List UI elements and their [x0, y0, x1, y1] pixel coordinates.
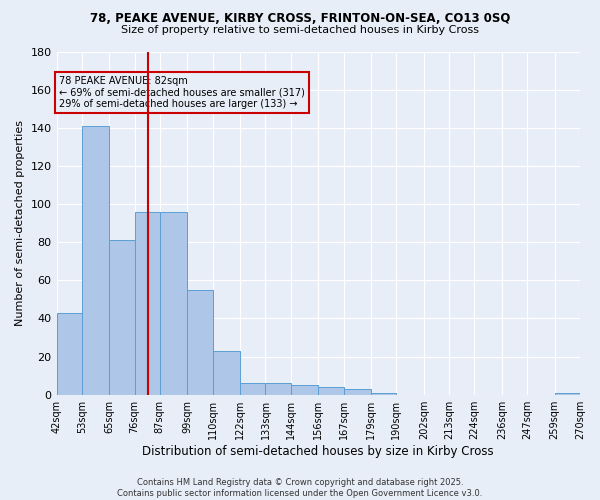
- Bar: [160, 212, 187, 394]
- Bar: [265, 384, 291, 394]
- Bar: [212, 351, 240, 395]
- Bar: [56, 312, 82, 394]
- Y-axis label: Number of semi-detached properties: Number of semi-detached properties: [15, 120, 25, 326]
- Bar: [134, 212, 160, 394]
- Text: 78 PEAKE AVENUE: 82sqm
← 69% of semi-detached houses are smaller (317)
29% of se: 78 PEAKE AVENUE: 82sqm ← 69% of semi-det…: [59, 76, 305, 110]
- X-axis label: Distribution of semi-detached houses by size in Kirby Cross: Distribution of semi-detached houses by …: [142, 444, 494, 458]
- Bar: [291, 385, 318, 394]
- Bar: [344, 389, 371, 394]
- Text: Contains HM Land Registry data © Crown copyright and database right 2025.
Contai: Contains HM Land Registry data © Crown c…: [118, 478, 482, 498]
- Bar: [187, 290, 212, 395]
- Text: 78, PEAKE AVENUE, KIRBY CROSS, FRINTON-ON-SEA, CO13 0SQ: 78, PEAKE AVENUE, KIRBY CROSS, FRINTON-O…: [90, 12, 510, 26]
- Bar: [318, 387, 344, 394]
- Bar: [371, 393, 397, 394]
- Text: Size of property relative to semi-detached houses in Kirby Cross: Size of property relative to semi-detach…: [121, 25, 479, 35]
- Bar: [109, 240, 134, 394]
- Bar: [555, 393, 580, 394]
- Bar: [240, 384, 265, 394]
- Bar: [82, 126, 109, 394]
